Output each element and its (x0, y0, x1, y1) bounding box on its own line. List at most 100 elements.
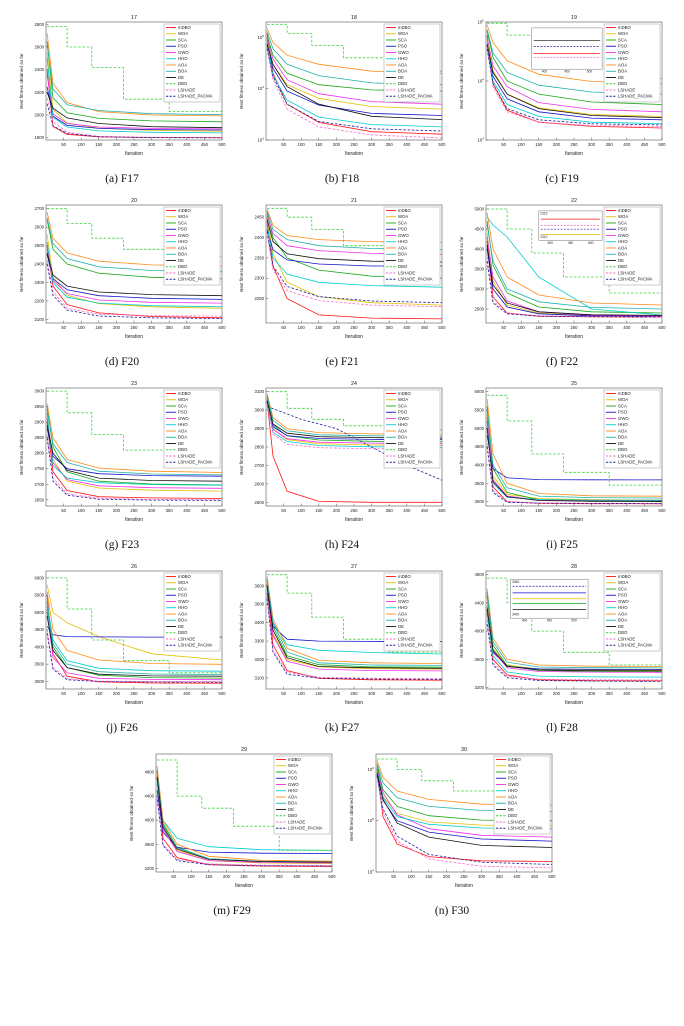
legend-label-BOA: BOA (288, 801, 297, 806)
svg-text:400: 400 (403, 142, 411, 147)
series-line-SCA (46, 219, 222, 280)
svg-text:350: 350 (496, 874, 504, 879)
legend-label-WOA: WOA (398, 397, 408, 402)
svg-text:104: 104 (477, 78, 484, 84)
legend-label-WOA: WOA (618, 397, 628, 402)
figure-caption-F27: (k) F27 (324, 722, 360, 734)
x-axis-label: Iteration (125, 700, 143, 706)
figure-caption-F22: (f) F22 (545, 356, 579, 368)
series-line-DE (266, 43, 442, 120)
svg-text:3200: 3200 (254, 657, 264, 662)
svg-text:250: 250 (350, 508, 358, 513)
svg-text:2500: 2500 (254, 500, 264, 505)
svg-text:500: 500 (218, 142, 226, 147)
legend-label-GWO: GWO (398, 599, 409, 604)
svg-text:200: 200 (333, 325, 341, 330)
series-line-LSHADE (46, 260, 222, 317)
figure-caption-F18: (b) F18 (324, 173, 360, 185)
svg-text:500: 500 (571, 619, 577, 623)
legend-label-PSO: PSO (398, 227, 408, 232)
svg-text:150: 150 (315, 325, 323, 330)
legend-label-HHO: HHO (618, 56, 628, 61)
svg-text:3100: 3100 (254, 389, 264, 394)
svg-text:300: 300 (368, 325, 376, 330)
legend-label-HHO: HHO (618, 605, 628, 610)
legend-label-DE: DE (178, 258, 184, 263)
chart-F29: 50 100 150 200 250 300 350 400 450 500 3200 3600 400… (129, 747, 336, 889)
series-line-GWO (46, 612, 222, 681)
legend-label-LSHADE_PACMA: LSHADE_PACMA (398, 643, 433, 648)
svg-text:2800: 2800 (34, 451, 44, 456)
svg-text:200: 200 (333, 691, 341, 696)
y-axis-label: Best fitness obtained so far (19, 236, 24, 292)
x-axis-label: Iteration (345, 151, 363, 157)
chart-title: 22 (571, 198, 577, 204)
y-axis-label: Best fitness obtained so far (459, 602, 464, 658)
legend-label-DE: DE (178, 75, 184, 80)
svg-text:350: 350 (606, 691, 614, 696)
svg-text:103: 103 (257, 137, 264, 143)
legend-label-LSHADE: LSHADE (178, 270, 195, 275)
legend-label-WOA: WOA (288, 763, 298, 768)
legend-label-LSHADE: LSHADE (288, 819, 305, 824)
svg-text:400: 400 (403, 508, 411, 513)
legend-label-AOA: AOA (618, 611, 627, 616)
legend-label-GWO: GWO (618, 233, 629, 238)
legend-label-LSHADE: LSHADE (618, 636, 635, 641)
series-line-AOA (46, 212, 222, 267)
legend-label-DBO: DBO (618, 81, 628, 86)
series-line-HHO (486, 216, 662, 316)
figure-F17: 50 100 150 200 250 300 350 400 450 500 1800 2000 220… (16, 12, 228, 185)
x-axis-label: Iteration (345, 334, 363, 340)
series-line-LSHADE_PACMA (46, 633, 222, 683)
svg-text:100: 100 (518, 142, 526, 147)
legend-label-AOA: AOA (398, 245, 407, 250)
svg-text:200: 200 (333, 142, 341, 147)
svg-text:50: 50 (61, 691, 66, 696)
svg-text:2350: 2350 (254, 255, 264, 260)
svg-text:150: 150 (535, 508, 543, 513)
svg-text:50: 50 (281, 691, 286, 696)
legend-label-LSHADE_PACMA: LSHADE_PACMA (508, 826, 543, 831)
chart-F18: 50 100 150 200 250 300 350 400 450 500 103 104 105 18… (239, 15, 446, 157)
chart-title: 25 (571, 381, 577, 387)
series-line-AOA (266, 576, 442, 664)
svg-text:2300: 2300 (254, 276, 264, 281)
legend-label-DBO: DBO (618, 264, 628, 269)
svg-text:300: 300 (368, 691, 376, 696)
series-line-AOA (266, 28, 442, 74)
figure-F19: 50 100 150 200 250 300 350 400 450 500 103 104 105 19… (456, 12, 668, 185)
legend-label-mDBO: mDBO (288, 757, 302, 762)
svg-text:500: 500 (218, 325, 226, 330)
legend-label-DBO: DBO (178, 447, 188, 452)
svg-text:2600: 2600 (34, 225, 44, 230)
series-line-HHO (46, 602, 222, 672)
svg-text:500: 500 (658, 508, 666, 513)
svg-text:400: 400 (183, 508, 191, 513)
svg-text:3000: 3000 (34, 389, 44, 394)
svg-text:300: 300 (148, 325, 156, 330)
inset-zoom: 400 450 500 (531, 27, 603, 74)
legend-label-PSO: PSO (618, 593, 628, 598)
svg-text:4000: 4000 (474, 462, 484, 467)
legend-label-PSO: PSO (398, 410, 408, 415)
svg-text:400: 400 (623, 142, 631, 147)
series-line-HHO (46, 58, 222, 134)
legend-label-AOA: AOA (618, 62, 627, 67)
legend-label-mDBO: mDBO (178, 574, 192, 579)
figure-F20: 50 100 150 200 250 300 350 400 450 500 2100 2200 230… (16, 195, 228, 368)
svg-text:450: 450 (201, 325, 209, 330)
legend-label-SCA: SCA (398, 403, 407, 408)
chart-title: 20 (131, 198, 137, 204)
legend-label-BOA: BOA (618, 435, 627, 440)
svg-text:400: 400 (548, 241, 554, 245)
svg-text:450: 450 (421, 691, 429, 696)
svg-text:450: 450 (641, 508, 649, 513)
svg-text:300: 300 (478, 874, 486, 879)
svg-text:3500: 3500 (34, 662, 44, 667)
svg-text:3300: 3300 (254, 639, 264, 644)
legend-label-SCA: SCA (618, 220, 627, 225)
